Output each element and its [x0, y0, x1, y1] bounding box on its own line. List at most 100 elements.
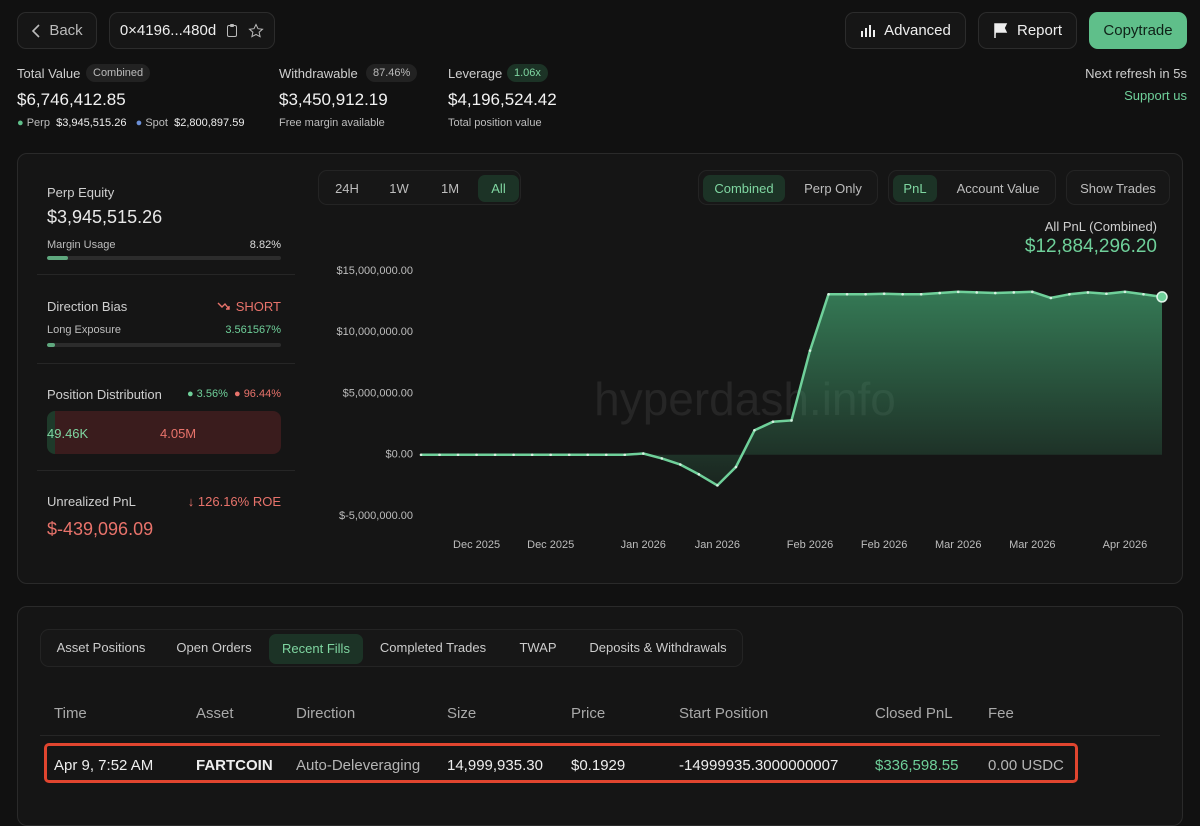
stat-value: $4,196,524.42: [448, 90, 557, 109]
stat-note: Total position value: [448, 117, 542, 129]
divider: [37, 363, 295, 364]
report-button[interactable]: Report: [978, 12, 1077, 49]
back-button[interactable]: Back: [17, 12, 97, 49]
distribution-bar: [47, 411, 281, 454]
side-sub-label: Long Exposure: [47, 324, 121, 336]
x-tick-label: Apr 2026: [1103, 539, 1148, 551]
point: [901, 292, 904, 296]
side-label: Direction Bias: [47, 299, 128, 314]
point: [1105, 292, 1108, 295]
flag-icon: [994, 22, 1008, 38]
y-tick-label: $5,000,000.00: [343, 387, 413, 399]
point: [864, 292, 867, 296]
metric-tab[interactable]: PnL: [893, 175, 937, 202]
long-share: 3.56%: [196, 388, 228, 400]
range-tab[interactable]: 1M: [440, 181, 460, 196]
point: [716, 484, 719, 487]
point: [827, 292, 830, 296]
copy-icon[interactable]: [226, 23, 238, 38]
cell: Auto-Deleveraging: [296, 757, 421, 774]
mode-tab[interactable]: Combined: [703, 175, 785, 202]
short-amount: 4.05M: [160, 426, 197, 441]
column-header: Fee: [988, 705, 1014, 722]
cell: $0.1929: [571, 757, 626, 774]
point: [1031, 290, 1034, 294]
point: [975, 291, 979, 294]
advanced-button[interactable]: Advanced: [845, 12, 966, 49]
point: [549, 453, 552, 457]
refresh-text: Next refresh in 5s: [1085, 66, 1187, 81]
point: [938, 291, 941, 295]
point: [1142, 292, 1145, 296]
side-sub-value: 3.561567%: [225, 324, 281, 336]
show-trades-text: Show Trades: [1080, 181, 1156, 196]
point: [882, 292, 886, 295]
column-header: Price: [571, 705, 606, 722]
y-tick-label: $10,000,000.00: [337, 326, 413, 338]
divider: [37, 274, 295, 275]
point: [438, 453, 441, 457]
divider: [40, 735, 1160, 736]
cell: $336,598.55: [875, 757, 959, 774]
side-label: Perp Equity: [47, 185, 115, 200]
mode-tab[interactable]: Perp Only: [804, 181, 862, 196]
report-text: Report: [1016, 22, 1063, 39]
point: [697, 473, 701, 476]
y-tick-label: $15,000,000.00: [337, 265, 413, 277]
range-tab[interactable]: 24H: [335, 181, 359, 196]
range-tab[interactable]: All: [478, 175, 519, 202]
stat-badge: 87.46%: [366, 64, 418, 82]
show-trades-button[interactable]: Show Trades: [1066, 170, 1170, 205]
x-tick-label: Jan 2026: [621, 539, 666, 551]
cell: -14999935.3000000007: [679, 757, 839, 774]
support-link[interactable]: Support us: [1124, 88, 1187, 103]
x-tick-label: Mar 2026: [1009, 539, 1055, 551]
point: [1049, 296, 1053, 300]
short-share: 96.44%: [243, 388, 281, 400]
x-tick-label: Feb 2026: [787, 539, 833, 551]
trend-down-icon: [217, 302, 230, 310]
cell: 14,999,935.30: [447, 757, 543, 774]
point: [660, 457, 664, 460]
tab[interactable]: Open Orders: [176, 640, 252, 655]
cell: 0.00 USDC: [988, 757, 1064, 774]
point: [642, 452, 645, 455]
star-icon[interactable]: [248, 22, 264, 39]
point: [623, 453, 627, 457]
page: Back 0×4196...480d Advanced Report Copyt…: [17, 12, 1187, 826]
tab[interactable]: Completed Trades: [379, 640, 487, 655]
point: [771, 420, 775, 423]
roe-text: 126.16% ROE: [197, 494, 281, 509]
chart: hyperdash.info $-5,000,000.00$0.00$5,000…: [337, 265, 1168, 551]
point: [956, 290, 960, 294]
point: [845, 292, 849, 296]
point: [679, 463, 682, 466]
stat-value: $6,746,412.85: [17, 90, 126, 109]
tab[interactable]: Recent Fills: [269, 634, 363, 664]
tab[interactable]: Asset Positions: [56, 640, 146, 655]
range-tab[interactable]: 1W: [389, 181, 409, 196]
address: 0×4196...480d: [119, 22, 217, 39]
copytrade-button[interactable]: Copytrade: [1089, 12, 1187, 49]
divider: [37, 470, 295, 471]
metric-tab[interactable]: Account Value: [956, 181, 1040, 196]
pnl-label: All PnL (Combined): [1044, 219, 1157, 234]
point: [993, 291, 997, 295]
range-group: 24H 1W 1M All: [318, 170, 521, 205]
point: [567, 453, 571, 457]
column-header: Start Position: [679, 705, 769, 722]
y-tick-label: $-5,000,000.00: [339, 510, 413, 522]
address-box: 0×4196...480d: [109, 12, 275, 49]
point: [604, 453, 608, 457]
cell: FARTCOIN: [196, 757, 273, 774]
cell: Apr 9, 7:52 AM: [54, 757, 154, 774]
mode-group: Combined Perp Only: [698, 170, 878, 205]
stat-label: Leverage: [448, 66, 503, 81]
tab[interactable]: Deposits & Withdrawals: [589, 640, 727, 655]
progress-track: [47, 256, 281, 260]
tab[interactable]: TWAP: [519, 640, 557, 655]
end-point: [1156, 291, 1168, 303]
column-header: Closed PnL: [875, 705, 953, 722]
unrealized-value: $-439,096.09: [47, 519, 154, 539]
bias: SHORT: [217, 299, 281, 314]
